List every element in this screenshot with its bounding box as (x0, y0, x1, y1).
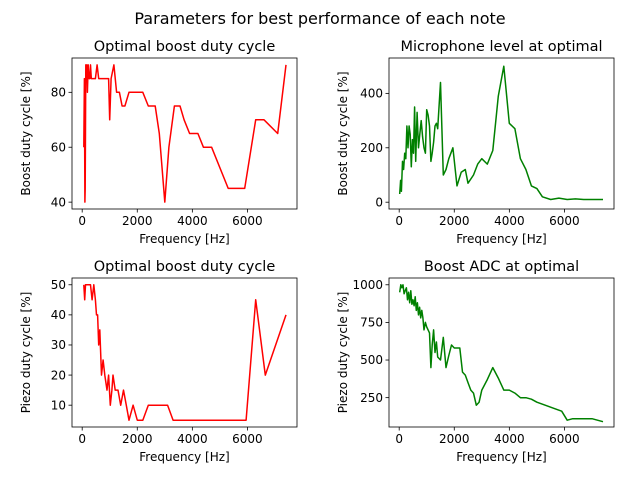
axes-frame (71, 277, 298, 428)
series-line-1 (83, 64, 287, 203)
axes-frame (71, 57, 298, 210)
series-line-1 (398, 284, 604, 423)
subplot-4: 0 2000 4000 6000 250 500 750 1000 Boost ADC at o… (336, 259, 615, 464)
figure-suptitle: Parameters for best performance of each … (134, 9, 505, 28)
subplot-1: 0 2000 4000 6000 40 60 80 Optimal boost duty cy… (19, 39, 298, 246)
y-tick-label: 750 (360, 316, 383, 330)
y-tick-label: 80 (51, 86, 66, 100)
y-tick-label: 50 (51, 278, 66, 292)
x-tick-label: 0 (78, 214, 86, 228)
y-tick-label: 40 (51, 308, 66, 322)
y-tick-label: 250 (360, 391, 383, 405)
y-tick-label: 500 (360, 353, 383, 367)
x-axis-label: Frequency [Hz] (139, 232, 230, 246)
x-axis-label: Frequency [Hz] (139, 450, 230, 464)
series-line-1 (83, 284, 287, 421)
x-tick-label: 6000 (232, 214, 263, 228)
y-tick-label: 200 (360, 141, 383, 155)
y-axis-label: Boost duty cycle [%] (336, 71, 350, 195)
subplot-title: Optimal boost duty cycle (94, 39, 276, 55)
y-tick-label: 400 (360, 87, 383, 101)
subplot-title: Optimal boost duty cycle (94, 259, 276, 275)
y-tick-label: 10 (51, 398, 66, 412)
subplot-2: 0 2000 4000 6000 0 200 400 Microphone level at … (336, 39, 615, 246)
x-tick-label: 6000 (549, 432, 580, 446)
y-axis-label: Boost duty cycle [%] (19, 71, 33, 195)
x-tick-label: 2000 (122, 214, 153, 228)
x-tick-label: 0 (395, 432, 403, 446)
x-tick-label: 0 (395, 214, 403, 228)
series-line-1 (398, 65, 603, 201)
subplot-title: Boost ADC at optimal (424, 259, 579, 275)
y-tick-label: 20 (51, 368, 66, 382)
x-tick-label: 2000 (439, 214, 470, 228)
y-tick-label: 30 (51, 338, 66, 352)
x-tick-label: 2000 (439, 432, 470, 446)
subplot-3: 0 2000 4000 6000 10 20 30 40 50 Optimal boost dut… (19, 259, 298, 464)
x-axis-label: Frequency [Hz] (456, 450, 547, 464)
x-tick-label: 4000 (494, 432, 525, 446)
y-tick-label: 0 (375, 195, 383, 209)
x-axis-label: Frequency [Hz] (456, 232, 547, 246)
x-tick-label: 6000 (232, 432, 263, 446)
y-axis-label: Piezo duty cycle [%] (336, 292, 350, 414)
x-tick-label: 4000 (177, 214, 208, 228)
y-axis-label: Piezo duty cycle [%] (19, 292, 33, 414)
axes-frame (388, 277, 615, 428)
x-tick-label: 6000 (549, 214, 580, 228)
y-tick-label: 60 (51, 140, 66, 154)
y-tick-label: 40 (51, 195, 66, 209)
x-tick-label: 4000 (494, 214, 525, 228)
subplot-title: Microphone level at optimal (400, 39, 602, 55)
x-tick-label: 2000 (122, 432, 153, 446)
y-tick-label: 1000 (352, 278, 383, 292)
x-tick-label: 4000 (177, 432, 208, 446)
x-tick-label: 0 (78, 432, 86, 446)
axes-frame (388, 57, 615, 210)
